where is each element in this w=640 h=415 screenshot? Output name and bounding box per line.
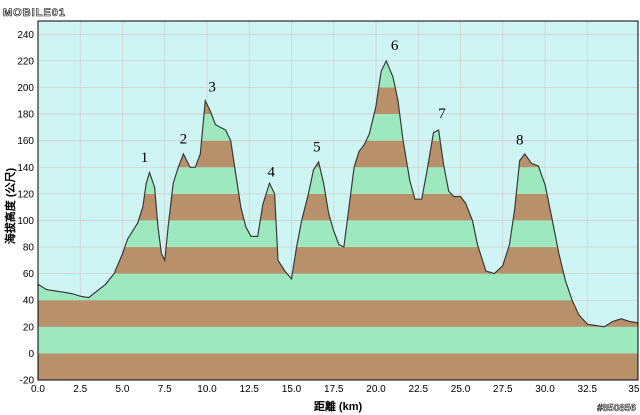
y-tick-label: 240 [17, 30, 34, 41]
peak-label: 1 [141, 150, 149, 166]
peak-label: 5 [313, 139, 321, 155]
y-tick-label: 180 [17, 110, 34, 121]
plot-area [37, 20, 639, 381]
y-tick-label: 20 [23, 322, 35, 333]
x-axis-label: 距離 (km) [314, 399, 363, 413]
y-tick-label: 120 [17, 189, 34, 200]
y-tick-label: 220 [17, 56, 34, 67]
y-tick-label: -20 [20, 376, 35, 387]
y-tick-label: 140 [17, 163, 34, 174]
y-tick-label: 0 [28, 349, 34, 360]
watermark-text: #850856 [597, 403, 636, 414]
x-tick-label: 10.0 [197, 384, 217, 395]
x-tick-label: 17.5 [324, 384, 344, 395]
peak-label: 8 [516, 133, 524, 149]
peak-label: 4 [267, 165, 275, 181]
x-tick-label: 0.0 [31, 384, 45, 395]
x-tick-label: 5.0 [116, 384, 130, 395]
y-tick-label: 60 [23, 269, 35, 280]
y-axis-label: 海拔高度 (公尺) [3, 167, 17, 244]
y-tick-label: 100 [17, 216, 34, 227]
y-tick-label: 160 [17, 136, 34, 147]
elevation-band [38, 326, 638, 354]
elevation-band [38, 247, 638, 274]
plot-frame [37, 20, 639, 381]
peak-annotations: 1 2 3 4 5 6 7 8 [141, 38, 524, 180]
peak-label: 2 [180, 131, 188, 147]
x-tick-label: 20.0 [366, 384, 386, 395]
x-tick-label: 32.5 [578, 384, 598, 395]
logo-text: MOBILE01 [3, 7, 66, 19]
x-tick-label: 7.5 [158, 384, 172, 395]
x-tick-label: 25.0 [451, 384, 471, 395]
y-tick-label: 40 [23, 296, 35, 307]
y-tick-label: 80 [23, 243, 35, 254]
x-tick-label: 2.5 [73, 384, 87, 395]
x-tick-label: 30.0 [535, 384, 555, 395]
elevation-band [38, 300, 638, 327]
peak-label: 7 [438, 106, 446, 122]
elevation-band [38, 273, 638, 301]
peak-label: 6 [391, 38, 399, 54]
x-tick-label: 35.5 [628, 384, 640, 395]
elevation-band [38, 353, 638, 380]
x-tick-label: 27.5 [493, 384, 513, 395]
x-tick-label: 12.5 [240, 384, 260, 395]
elevation-profile-line [37, 59, 639, 328]
y-tick-label: 200 [17, 83, 34, 94]
x-tick-label: 15.0 [282, 384, 302, 395]
axis-ticks: -20 0 20 40 60 80 100 120 140 160 180 200 220 240 0.0 2… [17, 30, 640, 395]
peak-label: 3 [208, 79, 216, 95]
x-tick-label: 22.5 [409, 384, 429, 395]
